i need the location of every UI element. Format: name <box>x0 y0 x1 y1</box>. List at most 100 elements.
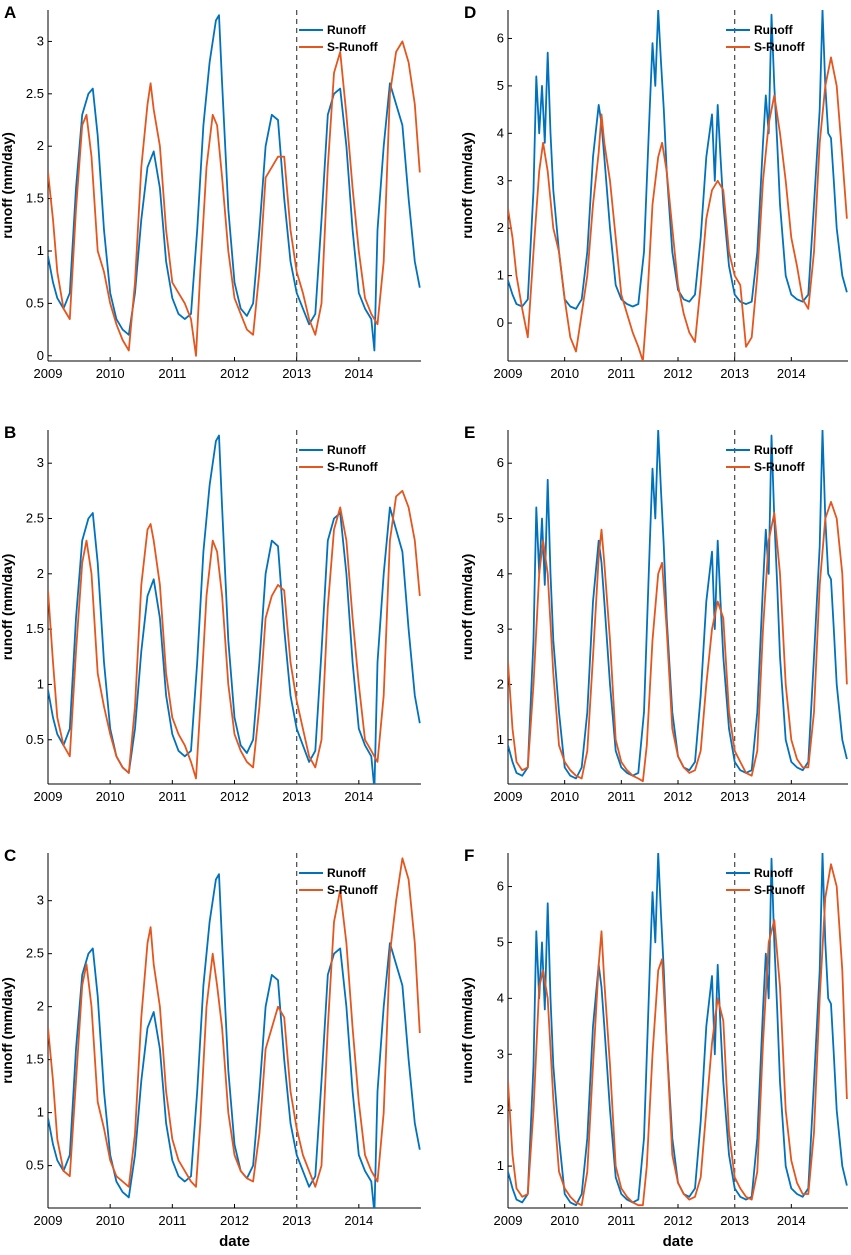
x-tick-label-a: 2012 <box>220 366 249 381</box>
y-tick-label-d: 4 <box>497 125 504 140</box>
y-tick-label-e: 2 <box>497 676 504 691</box>
x-tick-label-c: 2009 <box>34 1213 63 1228</box>
s-runoff-line-a <box>48 40 421 357</box>
x-tick-label-e: 2012 <box>664 789 693 804</box>
panel-label-f: F <box>464 846 474 865</box>
x-tick-label-c: 2010 <box>96 1213 125 1228</box>
legend-label-s-runoff-d: S-Runoff <box>754 40 806 54</box>
y-tick-label-d: 5 <box>497 78 504 93</box>
y-tick-label-e: 4 <box>497 566 504 581</box>
y-tick-label-a: 0.5 <box>26 295 44 310</box>
x-tick-label-b: 2010 <box>96 789 125 804</box>
legend-label-runoff-e: Runoff <box>754 443 794 457</box>
s-runoff-line-d <box>508 56 848 361</box>
legend-label-runoff-b: Runoff <box>327 443 367 457</box>
y-tick-label-c: 1.5 <box>26 1052 44 1067</box>
legend-label-s-runoff-a: S-Runoff <box>327 40 379 54</box>
runoff-line-e <box>508 430 848 780</box>
legend-label-runoff-a: Runoff <box>327 23 367 37</box>
y-tick-label-d: 2 <box>497 220 504 235</box>
runoff-line-c <box>48 873 421 1208</box>
x-tick-label-e: 2010 <box>550 789 579 804</box>
y-tick-label-b: 1.5 <box>26 621 44 636</box>
x-tick-label-f: 2013 <box>720 1213 749 1228</box>
y-tick-label-c: 3 <box>37 893 44 908</box>
x-tick-label-f: 2011 <box>607 1213 635 1228</box>
panel-label-b: B <box>4 423 16 442</box>
y-tick-label-b: 0.5 <box>26 732 44 747</box>
s-runoff-line-f <box>508 863 848 1207</box>
panel-label-a: A <box>4 3 16 22</box>
y-tick-label-a: 1.5 <box>26 191 44 206</box>
x-tick-label-c: 2012 <box>220 1213 249 1228</box>
x-tick-label-c: 2013 <box>282 1213 311 1228</box>
y-tick-label-f: 5 <box>497 934 504 949</box>
panel-c: C 0.5 1 1.5 2 2.5 3 2009 2010 2011 2012 2013 2014 run… <box>0 846 421 1250</box>
runoff-line-b <box>48 434 421 784</box>
panel-label-e: E <box>464 423 475 442</box>
y-tick-label-f: 6 <box>497 879 504 894</box>
y-axis-label-e: runoff (mm/day) <box>459 554 475 661</box>
y-tick-label-e: 1 <box>497 732 504 747</box>
y-tick-label-b: 2.5 <box>26 511 44 526</box>
y-axis-label-a: runoff (mm/day) <box>0 132 15 239</box>
panel-label-d: D <box>464 3 476 22</box>
x-tick-label-c: 2014 <box>344 1213 373 1228</box>
y-tick-label-a: 3 <box>37 33 44 48</box>
y-tick-label-d: 1 <box>497 268 504 283</box>
runoff-line-d <box>508 10 848 310</box>
y-tick-label-d: 6 <box>497 30 504 45</box>
legend-label-s-runoff-b: S-Runoff <box>327 460 379 474</box>
x-tick-label-f: 2012 <box>664 1213 693 1228</box>
y-tick-label-c: 0.5 <box>26 1158 44 1173</box>
s-runoff-line-b <box>48 489 421 780</box>
y-tick-label-f: 3 <box>497 1046 504 1061</box>
panel-e: E 1 2 3 4 5 6 2009 2010 2011 2012 2013 2014 runoff (m… <box>459 423 848 804</box>
x-tick-label-d: 2010 <box>550 366 579 381</box>
y-tick-label-a: 1 <box>37 243 44 258</box>
y-axis-label-b: runoff (mm/day) <box>0 554 15 661</box>
x-tick-label-f: 2010 <box>550 1213 579 1228</box>
y-tick-label-a: 0 <box>37 348 44 363</box>
x-tick-label-f: 2014 <box>777 1213 806 1228</box>
x-tick-label-b: 2011 <box>158 789 186 804</box>
y-tick-label-f: 1 <box>497 1158 504 1173</box>
y-tick-label-d: 3 <box>497 173 504 188</box>
x-tick-label-b: 2013 <box>282 789 311 804</box>
y-tick-label-c: 2 <box>37 999 44 1014</box>
x-tick-label-e: 2013 <box>720 789 749 804</box>
s-runoff-line-c <box>48 857 421 1188</box>
y-axis-label-d: runoff (mm/day) <box>459 132 475 239</box>
x-tick-label-a: 2014 <box>344 366 373 381</box>
y-tick-label-b: 3 <box>37 455 44 470</box>
y-tick-label-b: 1 <box>37 676 44 691</box>
panel-d: D 0 1 2 3 4 5 6 2009 2010 2011 2012 2013 2014 runoff (… <box>459 3 848 381</box>
y-tick-label-c: 1 <box>37 1105 44 1120</box>
x-axis-label-f: date <box>663 1233 694 1250</box>
panel-b: B 0.5 1 1.5 2 2.5 3 2009 2010 2011 2012 2013 2014 run… <box>0 423 421 804</box>
legend-label-s-runoff-f: S-Runoff <box>754 883 806 897</box>
y-tick-label-b: 2 <box>37 566 44 581</box>
x-tick-label-e: 2011 <box>607 789 635 804</box>
x-tick-label-b: 2012 <box>220 789 249 804</box>
panel-a: A 0 0.5 1 1.5 2 2.5 3 2009 2010 2011 2012 2013 2014 ru… <box>0 3 421 381</box>
y-tick-label-f: 2 <box>497 1102 504 1117</box>
x-tick-label-d: 2011 <box>607 366 635 381</box>
x-tick-label-d: 2014 <box>777 366 806 381</box>
y-axis-label-f: runoff (mm/day) <box>459 977 475 1084</box>
x-tick-label-d: 2013 <box>720 366 749 381</box>
runoff-line-a <box>48 14 421 352</box>
y-tick-label-a: 2 <box>37 138 44 153</box>
y-tick-label-f: 4 <box>497 990 504 1005</box>
legend-label-s-runoff-e: S-Runoff <box>754 460 806 474</box>
x-tick-label-c: 2011 <box>158 1213 186 1228</box>
y-axis-label-c: runoff (mm/day) <box>0 977 15 1084</box>
y-tick-label-e: 3 <box>497 621 504 636</box>
x-tick-label-d: 2012 <box>664 366 693 381</box>
legend-label-runoff-c: Runoff <box>327 866 367 880</box>
x-axis-label-c: date <box>219 1233 250 1250</box>
y-tick-label-a: 2.5 <box>26 86 44 101</box>
x-tick-label-b: 2014 <box>344 789 373 804</box>
legend-label-s-runoff-c: S-Runoff <box>327 883 379 897</box>
